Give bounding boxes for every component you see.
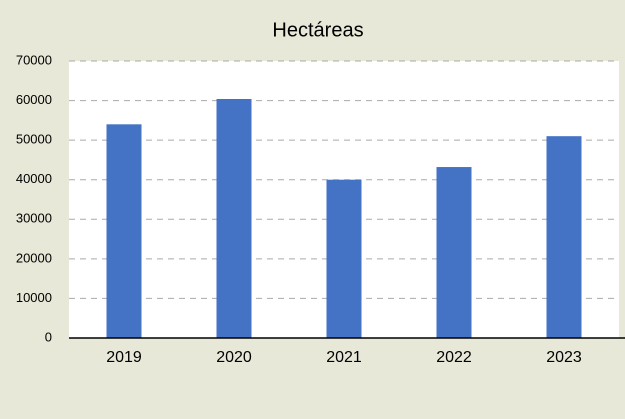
- x-tick-label: 2020: [216, 349, 252, 366]
- bar: [326, 179, 362, 338]
- y-tick-label: 0: [45, 329, 52, 344]
- x-tick-label: 2019: [106, 349, 142, 366]
- y-tick-label: 70000: [16, 52, 52, 67]
- bar: [436, 167, 472, 338]
- y-tick-label: 40000: [16, 171, 52, 186]
- bar: [106, 124, 142, 338]
- chart-title: Hectáreas: [272, 19, 363, 41]
- y-tick-label: 50000: [16, 132, 52, 147]
- y-tick-label: 10000: [16, 290, 52, 305]
- y-tick-label: 20000: [16, 250, 52, 265]
- bar: [546, 136, 582, 338]
- x-tick-label: 2023: [546, 349, 582, 366]
- y-tick-label: 60000: [16, 92, 52, 107]
- bar: [216, 98, 252, 338]
- y-tick-label: 30000: [16, 211, 52, 226]
- x-tick-label: 2022: [436, 349, 472, 366]
- x-tick-label: 2021: [326, 349, 362, 366]
